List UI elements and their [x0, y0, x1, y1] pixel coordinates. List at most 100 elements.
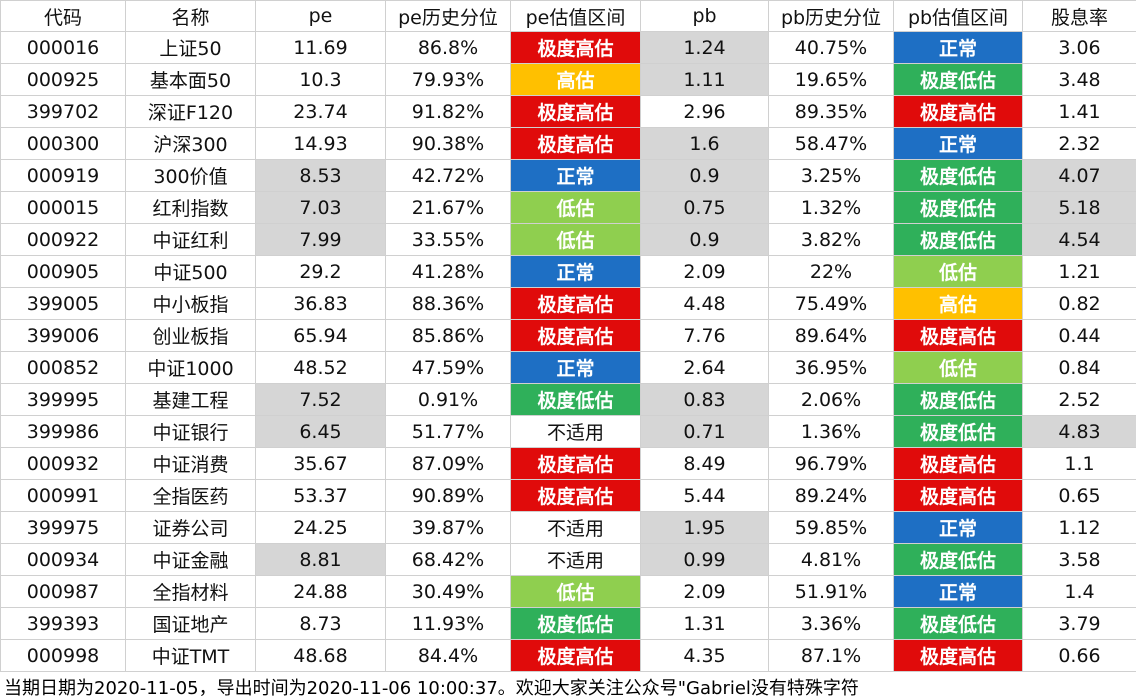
table-cell: 8.53 [256, 160, 386, 192]
valuation-zone: 正常 [894, 32, 1023, 64]
table-cell: 399702 [1, 96, 126, 128]
table-cell: 8.73 [256, 608, 386, 640]
table-cell: 91.82% [386, 96, 511, 128]
table-cell: 89.35% [769, 96, 894, 128]
table-cell: 51.77% [386, 416, 511, 448]
table-cell: 7.03 [256, 192, 386, 224]
column-header: pe估值区间 [511, 1, 641, 32]
table-cell: 不适用 [511, 416, 641, 448]
table-cell: 深证F120 [126, 96, 256, 128]
table-cell: 6.45 [256, 416, 386, 448]
table-cell: 0.71 [641, 416, 769, 448]
table-cell: 000932 [1, 448, 126, 480]
valuation-zone: 极度低估 [894, 224, 1023, 256]
table-cell: 1.36% [769, 416, 894, 448]
table-cell: 96.79% [769, 448, 894, 480]
valuation-zone: 低估 [894, 256, 1023, 288]
column-header: pb [641, 1, 769, 32]
table-cell: 14.93 [256, 128, 386, 160]
column-header: pe历史分位 [386, 1, 511, 32]
table-cell: 84.4% [386, 640, 511, 672]
column-header: 名称 [126, 1, 256, 32]
table-cell: 11.69 [256, 32, 386, 64]
valuation-zone: 高估 [894, 288, 1023, 320]
table-cell: 1.31 [641, 608, 769, 640]
valuation-zone: 极度高估 [511, 96, 641, 128]
valuation-zone: 极度高估 [894, 640, 1023, 672]
footer-note: 当期日期为2020-11-05，导出时间为2020-11-06 10:00:37… [4, 674, 859, 700]
valuation-zone: 极度低估 [511, 608, 641, 640]
table-cell: 48.52 [256, 352, 386, 384]
valuation-zone: 极度低估 [894, 160, 1023, 192]
table-cell: 基本面50 [126, 64, 256, 96]
table-cell: 42.72% [386, 160, 511, 192]
table-cell: 399006 [1, 320, 126, 352]
table-cell: 000852 [1, 352, 126, 384]
table-cell: 4.81% [769, 544, 894, 576]
column-header: pb历史分位 [769, 1, 894, 32]
table-cell: 1.21 [1023, 256, 1136, 288]
table-cell: 4.48 [641, 288, 769, 320]
table-cell: 1.6 [641, 128, 769, 160]
table-cell: 0.9 [641, 224, 769, 256]
table-cell: 399986 [1, 416, 126, 448]
valuation-zone: 极度高估 [511, 128, 641, 160]
table-cell: 35.67 [256, 448, 386, 480]
table-cell: 47.59% [386, 352, 511, 384]
valuation-zone: 极度高估 [894, 448, 1023, 480]
table-cell: 000987 [1, 576, 126, 608]
table-cell: 33.55% [386, 224, 511, 256]
table-cell: 1.41 [1023, 96, 1136, 128]
table-cell: 0.82 [1023, 288, 1136, 320]
table-cell: 证券公司 [126, 512, 256, 544]
table-cell: 中证500 [126, 256, 256, 288]
valuation-zone: 极度高估 [894, 480, 1023, 512]
table-cell: 65.94 [256, 320, 386, 352]
table-cell: 1.1 [1023, 448, 1136, 480]
table-cell: 7.52 [256, 384, 386, 416]
table-cell: 87.09% [386, 448, 511, 480]
table-cell: 3.36% [769, 608, 894, 640]
table-cell: 0.75 [641, 192, 769, 224]
table-cell: 29.2 [256, 256, 386, 288]
valuation-zone: 正常 [511, 160, 641, 192]
table-cell: 2.09 [641, 256, 769, 288]
table-cell: 24.25 [256, 512, 386, 544]
table-cell: 000998 [1, 640, 126, 672]
table-cell: 000925 [1, 64, 126, 96]
table-cell: 5.18 [1023, 192, 1136, 224]
valuation-zone: 低估 [894, 352, 1023, 384]
table-cell: 3.58 [1023, 544, 1136, 576]
table-cell: 86.8% [386, 32, 511, 64]
table-cell: 89.64% [769, 320, 894, 352]
table-cell: 中证1000 [126, 352, 256, 384]
table-cell: 87.1% [769, 640, 894, 672]
valuation-zone: 极度高估 [894, 320, 1023, 352]
table-cell: 1.11 [641, 64, 769, 96]
table-cell: 000991 [1, 480, 126, 512]
table-cell: 90.38% [386, 128, 511, 160]
valuation-zone: 正常 [894, 128, 1023, 160]
table-cell: 1.32% [769, 192, 894, 224]
table-cell: 0.84 [1023, 352, 1136, 384]
table-cell: 41.28% [386, 256, 511, 288]
valuation-zone: 极度高估 [511, 320, 641, 352]
table-cell: 000300 [1, 128, 126, 160]
table-cell: 3.25% [769, 160, 894, 192]
table-cell: 红利指数 [126, 192, 256, 224]
table-cell: 36.95% [769, 352, 894, 384]
table-cell: 8.49 [641, 448, 769, 480]
table-cell: 1.95 [641, 512, 769, 544]
table-cell: 53.37 [256, 480, 386, 512]
valuation-zone: 低估 [511, 192, 641, 224]
